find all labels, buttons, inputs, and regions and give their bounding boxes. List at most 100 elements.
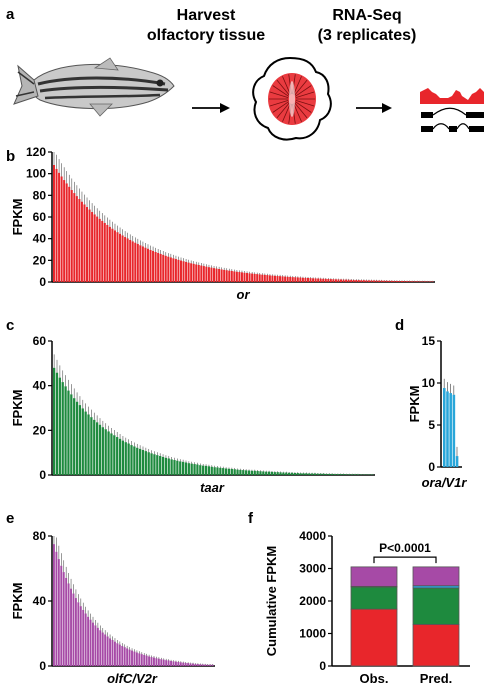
bar (197, 264, 200, 282)
bar (165, 660, 168, 666)
bar (199, 465, 202, 475)
bar (185, 261, 188, 282)
bar (245, 470, 248, 475)
bar (413, 281, 416, 282)
bar (130, 445, 133, 475)
bar (65, 183, 68, 282)
panel-b-letter: b (6, 148, 15, 165)
bar (140, 654, 143, 666)
bar (177, 661, 180, 666)
panel-c-letter: c (6, 317, 14, 334)
bar (449, 393, 452, 467)
bar (202, 465, 205, 475)
bar (213, 467, 216, 475)
bar (357, 280, 360, 282)
bar (103, 222, 106, 282)
bar (74, 598, 77, 666)
panel-b: b 0 20 40 60 80 100 120 FPKM or (6, 145, 435, 302)
bar (61, 382, 64, 475)
bar (199, 664, 202, 666)
bar (201, 664, 204, 666)
y-tick-label: 80 (33, 188, 47, 202)
panel-f: f 0 1000 2000 3000 4000 Cumulative FPKM Obs. Pr… (248, 510, 470, 685)
bar (157, 252, 160, 282)
bar (294, 277, 297, 282)
bar (316, 473, 319, 475)
rna-seq-reads-icon (420, 88, 484, 132)
bar (104, 429, 107, 475)
x-axis-label: taar (200, 480, 225, 495)
bar (411, 281, 414, 282)
y-axis-label: FPKM (10, 390, 25, 427)
bar (301, 277, 304, 282)
bar (96, 627, 99, 666)
bar (325, 473, 328, 475)
bar (67, 583, 70, 666)
bar (431, 281, 434, 282)
bar (93, 419, 96, 475)
panel-f-letter: f (248, 510, 254, 527)
bar (207, 267, 210, 282)
bar (75, 196, 78, 282)
y-tick-label: 1000 (299, 627, 326, 641)
bar (290, 472, 294, 475)
bar (189, 663, 192, 666)
y-tick-label: 20 (33, 423, 47, 437)
bar (398, 281, 401, 282)
bar (116, 232, 119, 282)
bar (78, 199, 81, 282)
bar (126, 238, 129, 282)
y-tick-label: 0 (39, 275, 46, 289)
bar (77, 602, 80, 666)
bar (331, 473, 334, 475)
bar (144, 451, 147, 475)
bar (161, 456, 165, 475)
bar (253, 273, 256, 282)
bar (180, 260, 182, 282)
bar (113, 435, 116, 475)
bar (216, 467, 219, 475)
bar (68, 186, 71, 282)
bar (70, 588, 72, 666)
bar (204, 664, 207, 666)
bar (84, 411, 87, 475)
bar (172, 661, 175, 666)
bar (227, 468, 231, 475)
bar (75, 401, 79, 475)
bar (136, 447, 139, 475)
y-tick-label: 40 (33, 594, 47, 608)
bar (67, 390, 70, 475)
bar (265, 471, 268, 475)
bar (101, 220, 104, 282)
bar (70, 394, 73, 475)
bar (403, 281, 406, 282)
bar (179, 662, 182, 666)
bar (173, 460, 176, 475)
bar (145, 655, 148, 666)
bar (153, 657, 155, 666)
bar (146, 248, 149, 282)
y-tick-label: 40 (33, 232, 47, 246)
bar (65, 577, 68, 666)
chart-taar: 0 20 40 60 FPKM taar (10, 334, 375, 495)
bar (104, 634, 107, 666)
bar (360, 280, 363, 282)
bar (106, 636, 109, 666)
bar (291, 277, 294, 282)
bar (305, 473, 308, 475)
y-tick-label: 2000 (299, 594, 326, 608)
bar (285, 472, 288, 475)
bar (388, 280, 391, 282)
bar (304, 277, 307, 282)
bar (356, 474, 360, 475)
bar (276, 276, 279, 282)
olfactory-rosette-icon (252, 56, 332, 141)
bar (288, 472, 291, 475)
bar (222, 468, 225, 475)
bar (296, 277, 299, 282)
bar (455, 456, 459, 467)
bar (210, 466, 213, 475)
y-tick-label: 60 (33, 210, 47, 224)
bar (93, 214, 96, 282)
